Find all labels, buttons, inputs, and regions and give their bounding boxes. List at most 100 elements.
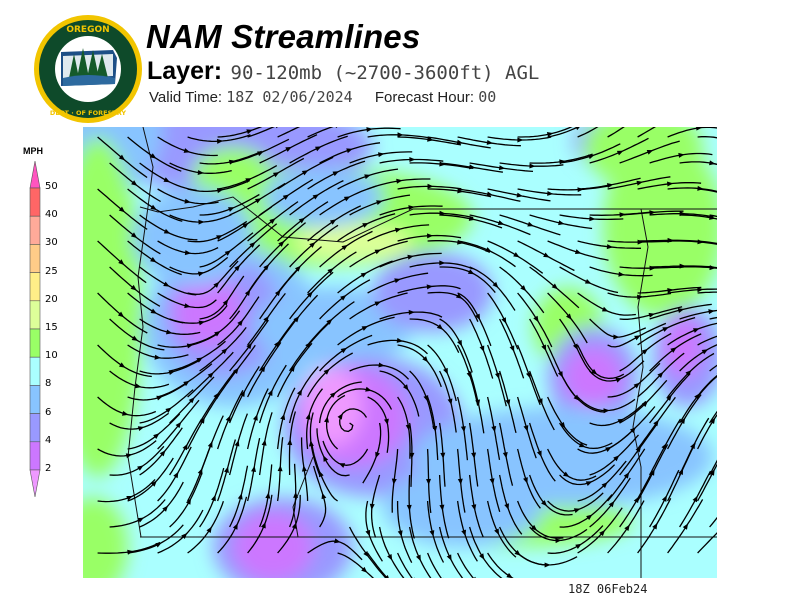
- streamline-arrow: [137, 426, 145, 432]
- streamline-arrow: [589, 216, 596, 222]
- valid-time-row: Valid Time: 18Z 02/06/2024 Forecast Hour…: [149, 88, 496, 106]
- streamline: [709, 516, 717, 528]
- streamline-arrow: [613, 334, 620, 340]
- streamline-arrow: [406, 504, 412, 511]
- streamline-arrow: [709, 469, 715, 476]
- streamline-arrow: [391, 478, 397, 485]
- streamline-arrow: [365, 529, 371, 537]
- streamline-arrow: [237, 493, 243, 500]
- streamline-arrow: [378, 362, 385, 368]
- streamline-arrow: [228, 207, 235, 212]
- streamline-arrow: [225, 415, 231, 422]
- streamline-arrow: [566, 313, 572, 320]
- streamline-arrow: [546, 132, 554, 137]
- legend-arrow-top: [29, 160, 41, 189]
- streamline-arrow: [343, 196, 351, 202]
- streamline-arrow: [340, 295, 347, 301]
- streamline-arrow: [280, 413, 286, 421]
- legend-tick: 40: [45, 209, 58, 221]
- streamline-arrow: [693, 328, 700, 333]
- streamline-arrow: [585, 481, 593, 486]
- streamline-arrow: [667, 288, 674, 293]
- streamline-arrow: [163, 281, 170, 287]
- streamline-arrow: [661, 495, 667, 502]
- streamline-arrow: [533, 315, 539, 323]
- streamline-arrow: [523, 425, 529, 432]
- streamline-arrow: [267, 389, 273, 396]
- streamline-arrow: [629, 427, 636, 434]
- streamline-arrow: [159, 450, 166, 457]
- streamline-arrow: [547, 190, 554, 196]
- streamline-arrow: [426, 478, 432, 485]
- streamline-arrow: [291, 522, 297, 529]
- wind-speed-region: [583, 127, 703, 187]
- streamline-arrow: [573, 508, 581, 513]
- legend-band-20_25: [29, 272, 41, 302]
- streamline-arrow: [586, 514, 593, 521]
- streamline-arrow: [467, 269, 475, 275]
- legend-tick: 4: [45, 434, 52, 446]
- streamline-arrow: [185, 498, 191, 505]
- streamline-arrow: [443, 367, 448, 375]
- streamline-arrow: [137, 465, 144, 471]
- streamline-arrow: [118, 362, 126, 368]
- streamline-arrow: [494, 528, 499, 535]
- streamline-arrow: [224, 250, 231, 256]
- streamline-arrow: [678, 152, 685, 158]
- timestamp-stamp: 18Z 06Feb24: [568, 582, 648, 596]
- streamline-arrow: [197, 170, 204, 175]
- streamline-arrow: [131, 335, 139, 341]
- streamline-arrow: [543, 252, 550, 258]
- streamline-arrow: [244, 289, 251, 296]
- streamline: [697, 188, 717, 193]
- streamline-arrow: [216, 235, 223, 240]
- streamline-arrow: [394, 227, 402, 233]
- streamline-arrow: [135, 383, 142, 389]
- streamline-arrow: [646, 149, 654, 155]
- wind-speed-region: [83, 497, 128, 578]
- streamline: [397, 552, 413, 578]
- streamline-arrow: [670, 347, 677, 353]
- streamline-arrow: [188, 397, 195, 404]
- streamline-arrow: [709, 215, 716, 220]
- streamline-arrow: [366, 127, 373, 133]
- streamline-arrow: [272, 172, 280, 178]
- streamline-arrow: [697, 287, 704, 293]
- streamline-arrow: [606, 244, 613, 250]
- streamline-arrow: [492, 281, 499, 288]
- streamline-arrow: [497, 220, 505, 226]
- streamline-arrow: [326, 318, 333, 325]
- layer-info: Layer: 90-120mb (~2700-3600ft) AGL: [147, 57, 539, 86]
- streamline-arrow: [282, 194, 290, 200]
- streamline-arrow: [298, 217, 305, 224]
- streamline-arrow: [486, 191, 494, 197]
- streamline-arrow: [429, 530, 435, 537]
- streamline-arrow: [125, 453, 133, 459]
- layer-value: 90-120mb (~2700-3600ft) AGL: [230, 62, 540, 84]
- streamline-arrow: [261, 522, 266, 529]
- streamline-arrow: [541, 500, 547, 507]
- streamline-arrow: [439, 504, 445, 511]
- streamline-arrow: [261, 439, 267, 446]
- streamline-map: [83, 127, 717, 578]
- streamline: [457, 552, 475, 578]
- streamline-arrow: [709, 417, 716, 424]
- streamline-arrow: [455, 293, 463, 299]
- streamline-arrow: [563, 471, 570, 477]
- streamline-arrow: [405, 424, 411, 431]
- streamline-arrow: [551, 283, 558, 290]
- streamline-arrow: [468, 164, 476, 170]
- streamline-arrow: [278, 240, 285, 247]
- streamline-arrow: [383, 418, 389, 425]
- streamline-arrow: [641, 348, 648, 355]
- streamline: [637, 127, 656, 138]
- streamline-arrow: [319, 470, 324, 478]
- streamline-arrow: [323, 455, 329, 462]
- streamline-arrow: [277, 465, 283, 472]
- streamline-arrow: [394, 278, 401, 284]
- streamline-arrow: [287, 439, 293, 446]
- streamline-arrow: [486, 139, 493, 145]
- streamline-arrow: [346, 148, 353, 154]
- streamline-arrow: [468, 216, 476, 221]
- legend-tick: 2: [45, 463, 52, 474]
